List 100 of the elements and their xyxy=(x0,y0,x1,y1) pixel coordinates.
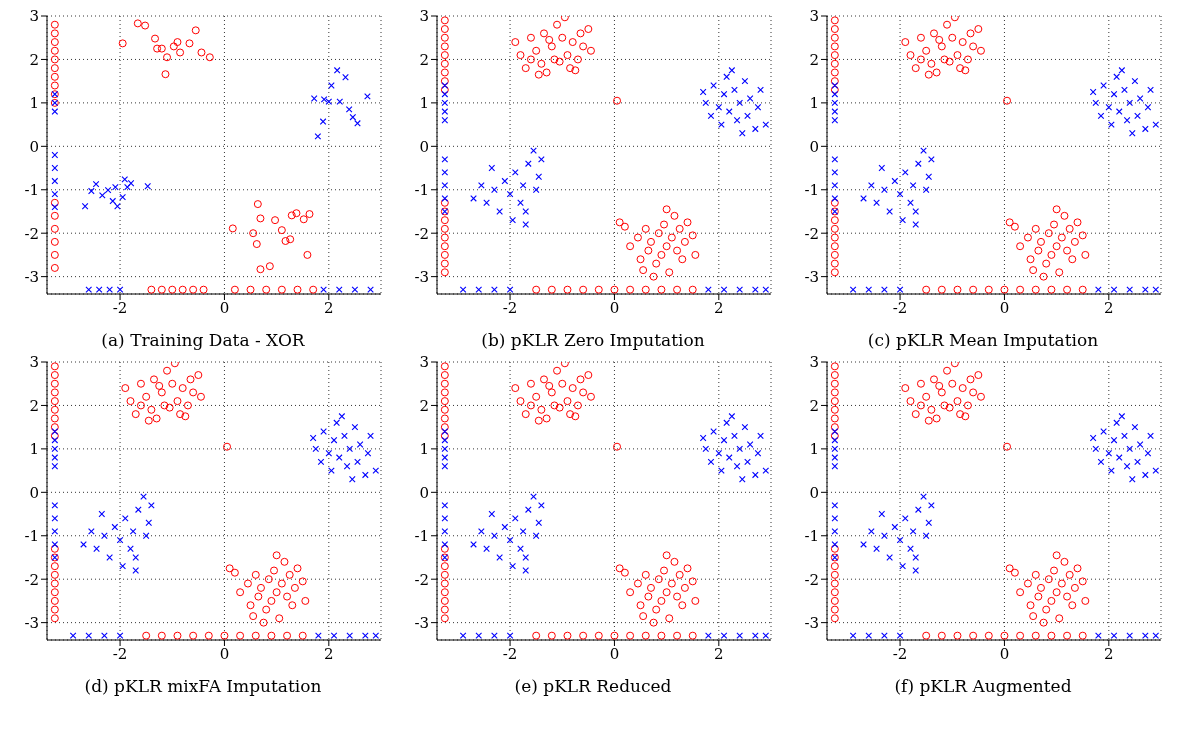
point xyxy=(111,523,119,531)
point xyxy=(351,423,359,431)
point xyxy=(1128,475,1136,483)
point xyxy=(249,229,258,238)
point xyxy=(161,70,170,79)
point xyxy=(145,519,153,527)
point xyxy=(92,180,100,188)
point xyxy=(441,82,449,89)
point xyxy=(459,286,467,294)
point xyxy=(51,445,59,453)
point xyxy=(51,436,59,444)
text: (d) pKLR mixFA Imputation xyxy=(84,676,322,696)
y-tick-label: -3 xyxy=(414,613,429,632)
point xyxy=(731,86,738,94)
point xyxy=(1123,462,1131,470)
point xyxy=(1115,108,1123,115)
y-tick-label: -3 xyxy=(804,267,819,286)
x-tick-label: -2 xyxy=(502,298,518,317)
point xyxy=(153,44,162,53)
point xyxy=(367,432,374,440)
point xyxy=(317,458,325,466)
point xyxy=(252,240,261,249)
point xyxy=(511,515,519,522)
point xyxy=(441,445,449,453)
point xyxy=(367,286,374,294)
point xyxy=(710,428,717,435)
point xyxy=(85,286,93,294)
point xyxy=(116,536,124,544)
point xyxy=(132,567,140,574)
point xyxy=(310,95,318,102)
point xyxy=(702,445,710,453)
point xyxy=(199,285,208,294)
point xyxy=(532,532,540,540)
point xyxy=(330,632,338,640)
point xyxy=(246,285,255,294)
y-tick-label: 3 xyxy=(419,353,429,372)
x-tick-label: -2 xyxy=(112,298,128,317)
point xyxy=(831,541,839,548)
point xyxy=(341,432,348,440)
y-tick-label: 3 xyxy=(809,353,819,372)
point xyxy=(132,554,140,561)
point xyxy=(865,286,873,294)
point xyxy=(104,186,112,194)
point xyxy=(715,449,723,457)
point xyxy=(1113,73,1120,81)
point xyxy=(757,86,764,94)
point xyxy=(50,211,59,220)
point xyxy=(309,434,317,442)
y-tick-label: -1 xyxy=(804,527,819,546)
point xyxy=(256,265,265,274)
point xyxy=(133,19,142,28)
point xyxy=(169,42,178,51)
point xyxy=(519,182,527,189)
y-tick-label: -3 xyxy=(24,613,39,632)
point xyxy=(157,44,166,53)
point xyxy=(522,208,530,215)
point xyxy=(124,183,131,191)
y-tick-label: 1 xyxy=(809,94,819,113)
point xyxy=(1100,82,1107,89)
point xyxy=(1126,99,1134,107)
point xyxy=(109,197,117,205)
point xyxy=(69,632,77,640)
point xyxy=(728,412,736,420)
point xyxy=(372,632,380,640)
point xyxy=(129,528,137,535)
point xyxy=(163,53,172,62)
point xyxy=(51,501,59,509)
point xyxy=(1110,632,1118,640)
point xyxy=(483,545,490,553)
y-tick-label: -2 xyxy=(804,570,819,589)
point xyxy=(178,285,187,294)
point xyxy=(831,445,839,453)
x-tick-label: 0 xyxy=(219,298,230,317)
point xyxy=(51,177,59,185)
point xyxy=(81,202,89,210)
point xyxy=(733,462,741,470)
point xyxy=(441,541,449,548)
point xyxy=(50,81,59,90)
point xyxy=(886,554,893,561)
point xyxy=(319,118,327,125)
y-tick-label: 1 xyxy=(809,440,819,459)
point xyxy=(831,528,839,535)
point xyxy=(1097,458,1105,466)
point xyxy=(441,528,449,535)
point xyxy=(349,113,357,121)
point xyxy=(475,286,483,294)
y-tick-label: -1 xyxy=(804,181,819,200)
y-tick-label: 0 xyxy=(29,137,39,156)
point xyxy=(85,632,93,640)
point xyxy=(925,519,933,527)
point xyxy=(1100,428,1107,435)
point xyxy=(901,169,909,176)
y-tick-label: 1 xyxy=(29,440,39,459)
point xyxy=(441,169,449,176)
point xyxy=(335,286,343,294)
point xyxy=(922,532,930,540)
point xyxy=(441,90,449,98)
point xyxy=(720,90,728,98)
point xyxy=(1136,95,1144,102)
point xyxy=(1089,434,1097,442)
